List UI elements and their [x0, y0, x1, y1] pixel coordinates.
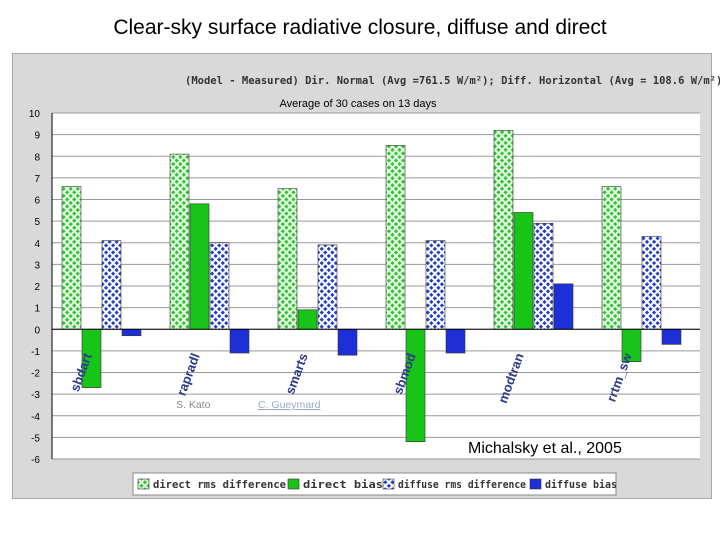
chart-subtitle: Average of 30 cases on 13 days [280, 98, 437, 110]
y-tick-label: 1 [34, 304, 40, 315]
bar-direct-rms-difference-sbdart [61, 186, 82, 330]
bar-direct-rms-difference-sbmod [385, 145, 406, 330]
y-tick-label: 9 [34, 131, 40, 142]
bar-diffuse-bias-rrtm_sw [661, 328, 682, 345]
annotation-author2: C. Gueymard [258, 399, 321, 411]
legend-box [132, 472, 617, 496]
bar-direct-bias-smarts [297, 309, 318, 330]
bar-direct-bias-rapradl [189, 203, 210, 330]
y-tick-label: 10 [29, 109, 41, 120]
bar-diffuse-bias-sbdart [121, 328, 142, 337]
legend-swatch [137, 478, 150, 490]
legend-label: direct bias [303, 479, 383, 491]
annotation-citation: Michalsky et al., 2005 [468, 440, 622, 457]
bar-diffuse-rms-difference-rapradl [209, 242, 230, 330]
bar-diffuse-rms-difference-rrtm_sw [641, 235, 662, 330]
y-tick-label: -5 [31, 433, 40, 444]
bar-diffuse-bias-smarts [337, 328, 358, 356]
y-tick-label: 5 [34, 217, 40, 228]
bar-direct-rms-difference-rapradl [169, 153, 190, 330]
bar-diffuse-rms-difference-modtran [533, 222, 554, 330]
y-tick-label: 2 [34, 282, 40, 293]
y-tick-label: -4 [31, 412, 40, 423]
annotation-author1: S. Kato [176, 399, 211, 411]
y-tick-label: -3 [31, 390, 40, 401]
bar-diffuse-rms-difference-sbdart [101, 240, 122, 330]
y-tick-label: 8 [34, 152, 40, 163]
legend-label: diffuse bias [545, 479, 617, 491]
legend-swatch [287, 478, 300, 490]
bar-diffuse-bias-modtran [553, 283, 574, 330]
bar-diffuse-bias-rapradl [229, 328, 250, 354]
legend-swatch [529, 478, 542, 490]
y-tick-label: 0 [34, 325, 40, 336]
bar-diffuse-bias-sbmod [445, 328, 466, 354]
y-tick-label: -1 [31, 347, 40, 358]
legend-label: diffuse rms difference [398, 479, 526, 491]
legend-swatch [382, 478, 395, 490]
y-tick-label: 3 [34, 260, 40, 271]
y-tick-label: 6 [34, 196, 40, 207]
y-tick-label: -6 [31, 455, 40, 466]
legend-label: direct rms difference [153, 479, 286, 491]
bar-diffuse-rms-difference-smarts [317, 244, 338, 330]
y-tick-label: -2 [31, 369, 40, 380]
bar-direct-rms-difference-rrtm_sw [601, 186, 622, 330]
y-tick-label: 7 [34, 174, 40, 185]
y-tick-label: 4 [34, 239, 40, 250]
legend: direct rms difference direct bias diffuse … [132, 472, 617, 496]
bar-direct-rms-difference-smarts [277, 188, 298, 330]
slide-title: Clear-sky surface radiative closure, dif… [113, 16, 607, 39]
bar-direct-bias-sbmod [405, 328, 426, 442]
bar-diffuse-rms-difference-sbmod [425, 240, 446, 330]
bar-direct-rms-difference-modtran [493, 130, 514, 330]
bar-direct-bias-modtran [513, 212, 534, 330]
chart-title: (Model - Measured) Dir. Normal (Avg =761… [185, 75, 720, 87]
